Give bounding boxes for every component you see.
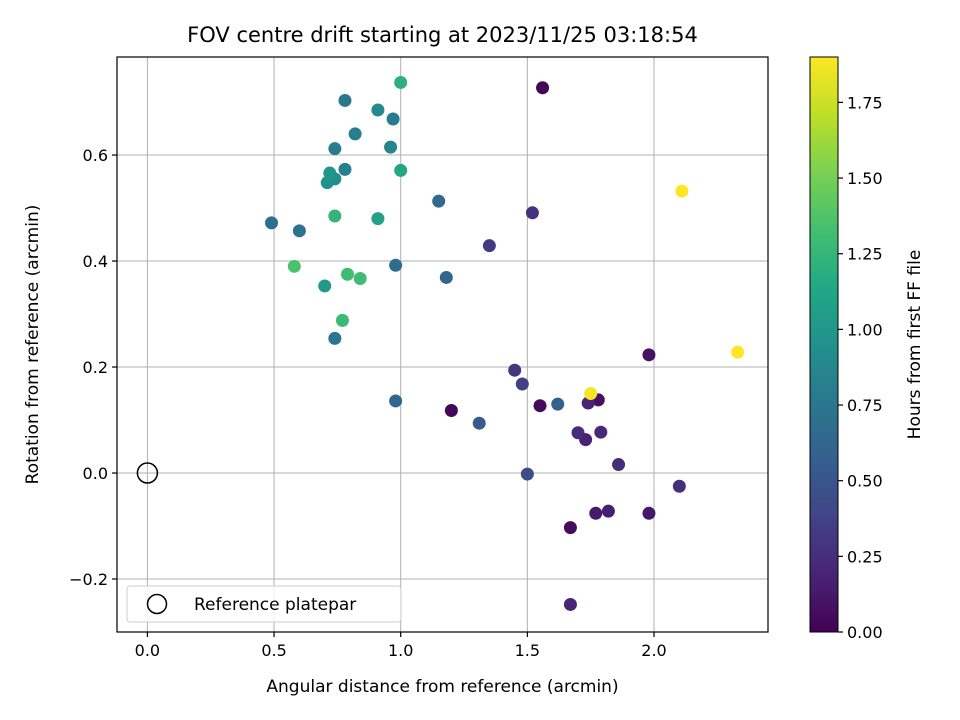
data-point — [384, 140, 398, 154]
x-tick-label: 1.5 — [515, 641, 540, 660]
data-point — [563, 597, 577, 611]
y-tick-label: 0.2 — [83, 358, 108, 377]
colorbar-tick-label: 1.25 — [847, 245, 883, 264]
data-points — [265, 75, 745, 611]
x-tick-label: 1.0 — [388, 641, 413, 660]
data-point — [348, 127, 362, 141]
data-point — [482, 239, 496, 253]
colorbar-ticks: 0.00 0.25 0.50 0.75 1.00 1.25 1.50 1.75 — [838, 93, 883, 642]
x-axis-label: Angular distance from reference (arcmin) — [266, 677, 618, 697]
reference-platepar-marker — [136, 462, 159, 484]
data-point — [672, 479, 686, 493]
data-point — [612, 458, 626, 472]
data-point — [601, 504, 615, 518]
y-tick-label: 0.4 — [83, 252, 108, 271]
data-point — [571, 426, 585, 440]
data-point — [338, 93, 352, 107]
y-axis-label: Rotation from reference (arcmin) — [23, 205, 43, 485]
data-point — [594, 425, 608, 439]
y-ticks: −0.2 0.0 0.2 0.4 0.6 — [69, 146, 117, 589]
data-point — [515, 377, 529, 391]
data-point — [323, 166, 337, 180]
data-point — [389, 258, 403, 272]
data-point — [675, 184, 689, 198]
data-point — [371, 103, 385, 117]
data-point — [589, 506, 603, 520]
data-point — [642, 348, 656, 362]
colorbar-label: Hours from first FF file — [905, 250, 925, 440]
x-ticks: 0.0 0.5 1.0 1.5 2.0 — [135, 632, 667, 660]
y-tick-label: −0.2 — [69, 570, 108, 589]
x-tick-label: 2.0 — [641, 641, 666, 660]
data-point — [731, 345, 745, 359]
data-point — [318, 279, 332, 293]
data-point — [432, 194, 446, 208]
data-point — [563, 521, 577, 535]
legend: Reference platepar — [126, 585, 402, 623]
data-point — [335, 313, 349, 327]
data-point — [394, 75, 408, 89]
data-point — [389, 394, 403, 408]
data-point — [394, 163, 408, 177]
x-tick-label: 0.0 — [135, 641, 160, 660]
data-point — [533, 399, 547, 413]
data-point — [642, 506, 656, 520]
data-point — [353, 272, 367, 286]
x-tick-label: 0.5 — [261, 641, 286, 660]
data-point — [525, 206, 539, 220]
grid-lines — [117, 57, 768, 632]
colorbar-tick-label: 0.25 — [847, 547, 883, 566]
colorbar-tick-label: 1.75 — [847, 93, 883, 112]
colorbar-tick-label: 1.50 — [847, 169, 883, 188]
reference-marker-layer — [136, 462, 159, 484]
data-point — [292, 224, 306, 238]
data-point — [444, 403, 458, 417]
colorbar-tick-label: 1.00 — [847, 320, 883, 339]
colorbar-tick-label: 0.00 — [847, 623, 883, 642]
legend-box — [126, 585, 402, 623]
colorbar — [809, 56, 839, 633]
data-point — [265, 216, 279, 230]
legend-marker-reference — [146, 593, 168, 615]
colorbar-tick-label: 0.75 — [847, 396, 883, 415]
data-point — [328, 331, 342, 345]
data-point — [338, 162, 352, 176]
data-point — [551, 397, 565, 411]
y-tick-label: 0.6 — [83, 146, 108, 165]
data-point — [386, 112, 400, 126]
data-point — [328, 209, 342, 223]
data-point — [536, 81, 550, 95]
colorbar-tick-label: 0.50 — [847, 472, 883, 491]
plot-frame — [116, 56, 769, 633]
data-point — [439, 270, 453, 284]
data-point — [520, 467, 534, 481]
data-point — [328, 142, 342, 156]
data-point — [371, 212, 385, 226]
y-tick-label: 0.0 — [83, 464, 108, 483]
chart-title: FOV centre drift starting at 2023/11/25 … — [187, 23, 698, 47]
legend-label-reference: Reference platepar — [194, 595, 356, 615]
data-point — [508, 363, 522, 377]
data-point — [341, 267, 355, 281]
data-point — [584, 387, 598, 401]
data-point — [472, 416, 486, 430]
data-point — [287, 259, 301, 273]
